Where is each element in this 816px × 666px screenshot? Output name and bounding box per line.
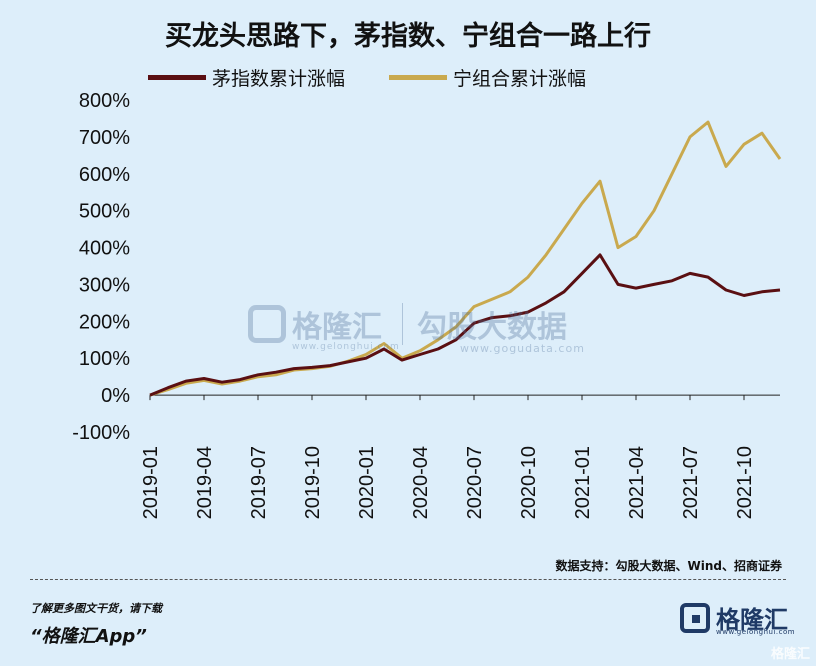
footer-divider [30, 579, 786, 580]
source-note: 数据支持：勾股大数据、Wind、招商证券 [555, 559, 782, 573]
legend-label-series1: 茅指数累计涨幅 [212, 67, 346, 90]
y-axis: -100% 0% 100% 200% 300% 400% 500% 600% 700% 800% [72, 90, 130, 444]
y-tick-label: 400% [79, 238, 130, 260]
series-line-1 [149, 253, 781, 397]
brand-name: 格隆汇 [716, 606, 788, 634]
y-tick-label: 100% [79, 348, 130, 370]
brand-logo-icon [680, 602, 710, 633]
x-tick-label: 2019-10 [302, 446, 324, 519]
x-tick-label: 2019-04 [194, 446, 216, 519]
x-tick-label: 2021-01 [572, 446, 594, 519]
series-lines [149, 120, 782, 397]
x-tick-label: 2021-10 [734, 446, 756, 519]
y-tick-label: 500% [79, 201, 130, 223]
legend-label-series2: 宁组合累计涨幅 [453, 67, 587, 90]
x-tick-label: 2020-01 [356, 446, 378, 519]
x-tick-label: 2021-07 [680, 446, 702, 519]
chart-plot: -100%0%100%200%300%400%500%600%700%800% … [72, 90, 782, 519]
brand-url: www.gelonghui.com [716, 628, 796, 636]
series-line-2 [149, 120, 782, 397]
y-tick-label: 800% [79, 90, 130, 112]
x-tick-label: 2020-07 [464, 446, 486, 519]
y-tick-label: 200% [79, 311, 130, 333]
x-tick-label: 2021-04 [626, 446, 648, 519]
y-tick-label: 300% [79, 274, 130, 296]
chart-title: 买龙头思路下，茅指数、宁组合一路上行 [165, 21, 651, 52]
y-tick-label: 600% [79, 164, 130, 186]
legend-item-series2: 宁组合累计涨幅 [389, 64, 586, 91]
x-tick-label: 2019-07 [248, 446, 270, 519]
corner-watermark: 格隆汇 [770, 647, 810, 662]
footer-note: 了解更多图文干货，请下载 [30, 602, 162, 615]
x-tick-label: 2020-10 [518, 446, 540, 519]
y-tick-label: -100% [72, 422, 130, 444]
y-tick-label: 0% [101, 385, 130, 407]
legend-swatch-series1 [148, 74, 206, 80]
x-tick-label: 2019-01 [140, 446, 162, 519]
brand-logo[interactable]: 格隆汇 www.gelonghui.com [680, 600, 795, 636]
y-tick-label: 700% [79, 127, 130, 149]
x-tick-label: 2020-04 [410, 446, 432, 519]
footer-app-name: “格隆汇App” [30, 626, 147, 647]
x-axis: 2019-01 2019-04 2019-07 2019-10 2020-01 2020-… [140, 394, 780, 519]
legend-swatch-series2 [389, 74, 448, 80]
legend: 茅指数累计涨幅 宁组合累计涨幅 [148, 64, 630, 91]
legend-item-series1: 茅指数累计涨幅 [148, 64, 345, 91]
